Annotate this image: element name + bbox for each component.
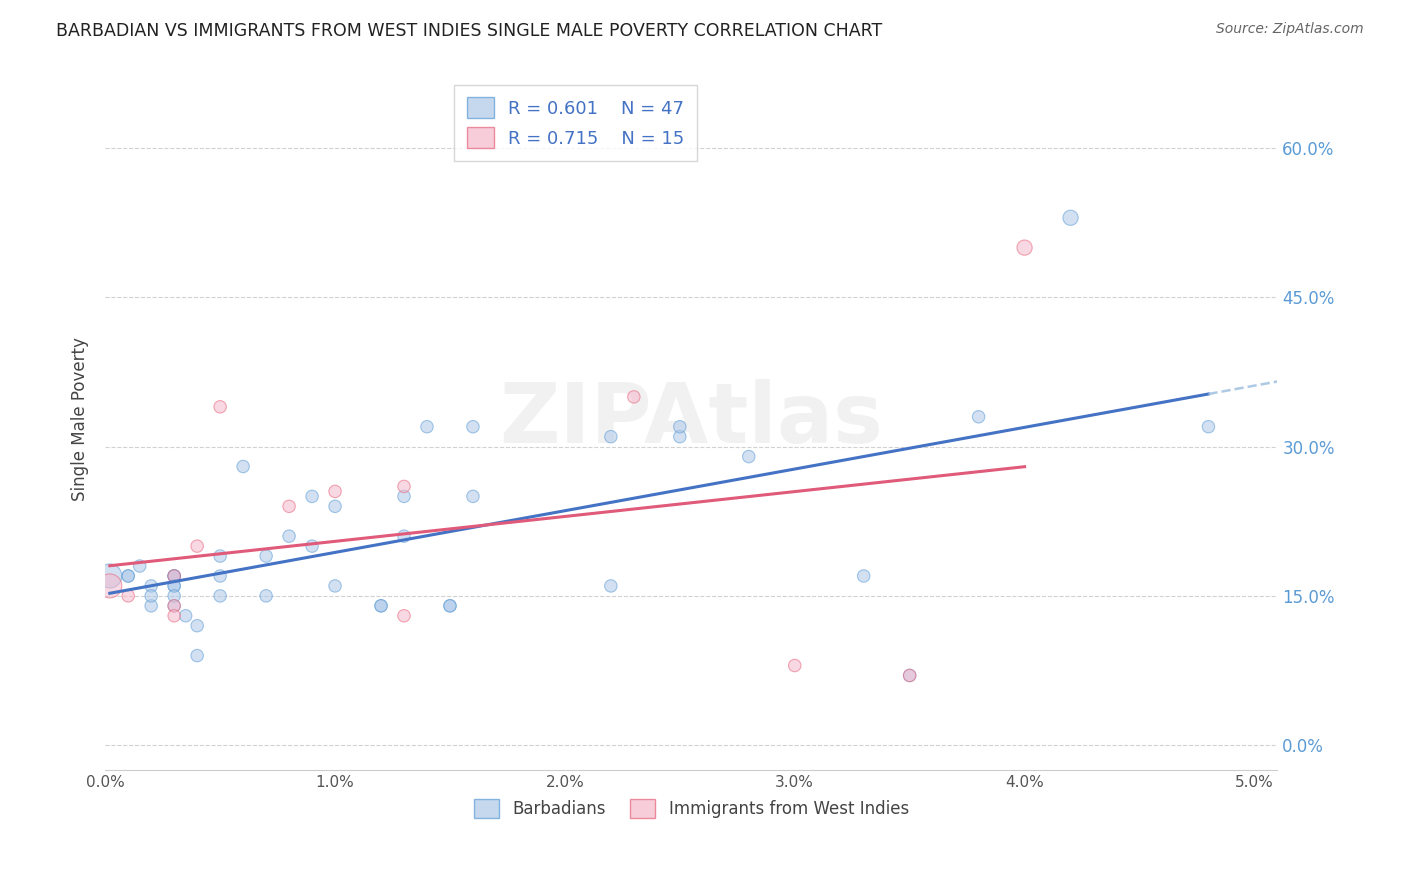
Point — [1014, 241, 1036, 255]
Point — [163, 579, 186, 593]
Point — [117, 569, 139, 583]
Point — [323, 484, 346, 499]
Point — [163, 599, 186, 613]
Point — [301, 539, 323, 553]
Point — [128, 559, 150, 574]
Point — [141, 599, 163, 613]
Point — [783, 658, 806, 673]
Point — [141, 579, 163, 593]
Point — [392, 489, 415, 503]
Point — [186, 618, 208, 632]
Point — [738, 450, 761, 464]
Point — [163, 569, 186, 583]
Point — [1197, 419, 1219, 434]
Text: Source: ZipAtlas.com: Source: ZipAtlas.com — [1216, 22, 1364, 37]
Point — [852, 569, 875, 583]
Point — [392, 479, 415, 493]
Point — [439, 599, 461, 613]
Point — [209, 549, 232, 563]
Point — [461, 489, 484, 503]
Point — [461, 419, 484, 434]
Point — [301, 489, 323, 503]
Point — [163, 599, 186, 613]
Point — [98, 579, 121, 593]
Point — [163, 569, 186, 583]
Point — [209, 400, 232, 414]
Point — [669, 419, 692, 434]
Point — [254, 589, 277, 603]
Point — [669, 430, 692, 444]
Point — [439, 599, 461, 613]
Point — [599, 579, 621, 593]
Point — [323, 500, 346, 514]
Point — [416, 419, 439, 434]
Point — [1059, 211, 1081, 225]
Point — [209, 569, 232, 583]
Point — [163, 569, 186, 583]
Point — [898, 668, 921, 682]
Text: ZIPAtlas: ZIPAtlas — [499, 379, 883, 459]
Point — [163, 579, 186, 593]
Point — [141, 589, 163, 603]
Point — [163, 589, 186, 603]
Point — [232, 459, 254, 474]
Point — [254, 549, 277, 563]
Point — [117, 589, 139, 603]
Point — [599, 430, 621, 444]
Point — [163, 608, 186, 623]
Point — [186, 648, 208, 663]
Point — [174, 608, 197, 623]
Point — [163, 569, 186, 583]
Point — [392, 529, 415, 543]
Point — [209, 589, 232, 603]
Point — [117, 569, 139, 583]
Point — [278, 529, 301, 543]
Point — [898, 668, 921, 682]
Text: BARBADIAN VS IMMIGRANTS FROM WEST INDIES SINGLE MALE POVERTY CORRELATION CHART: BARBADIAN VS IMMIGRANTS FROM WEST INDIES… — [56, 22, 883, 40]
Point — [370, 599, 392, 613]
Legend: Barbadians, Immigrants from West Indies: Barbadians, Immigrants from West Indies — [467, 792, 915, 825]
Point — [370, 599, 392, 613]
Point — [278, 500, 301, 514]
Point — [392, 608, 415, 623]
Point — [623, 390, 645, 404]
Point — [186, 539, 208, 553]
Point — [967, 409, 990, 424]
Point — [323, 579, 346, 593]
Point — [98, 569, 121, 583]
Y-axis label: Single Male Poverty: Single Male Poverty — [72, 337, 89, 501]
